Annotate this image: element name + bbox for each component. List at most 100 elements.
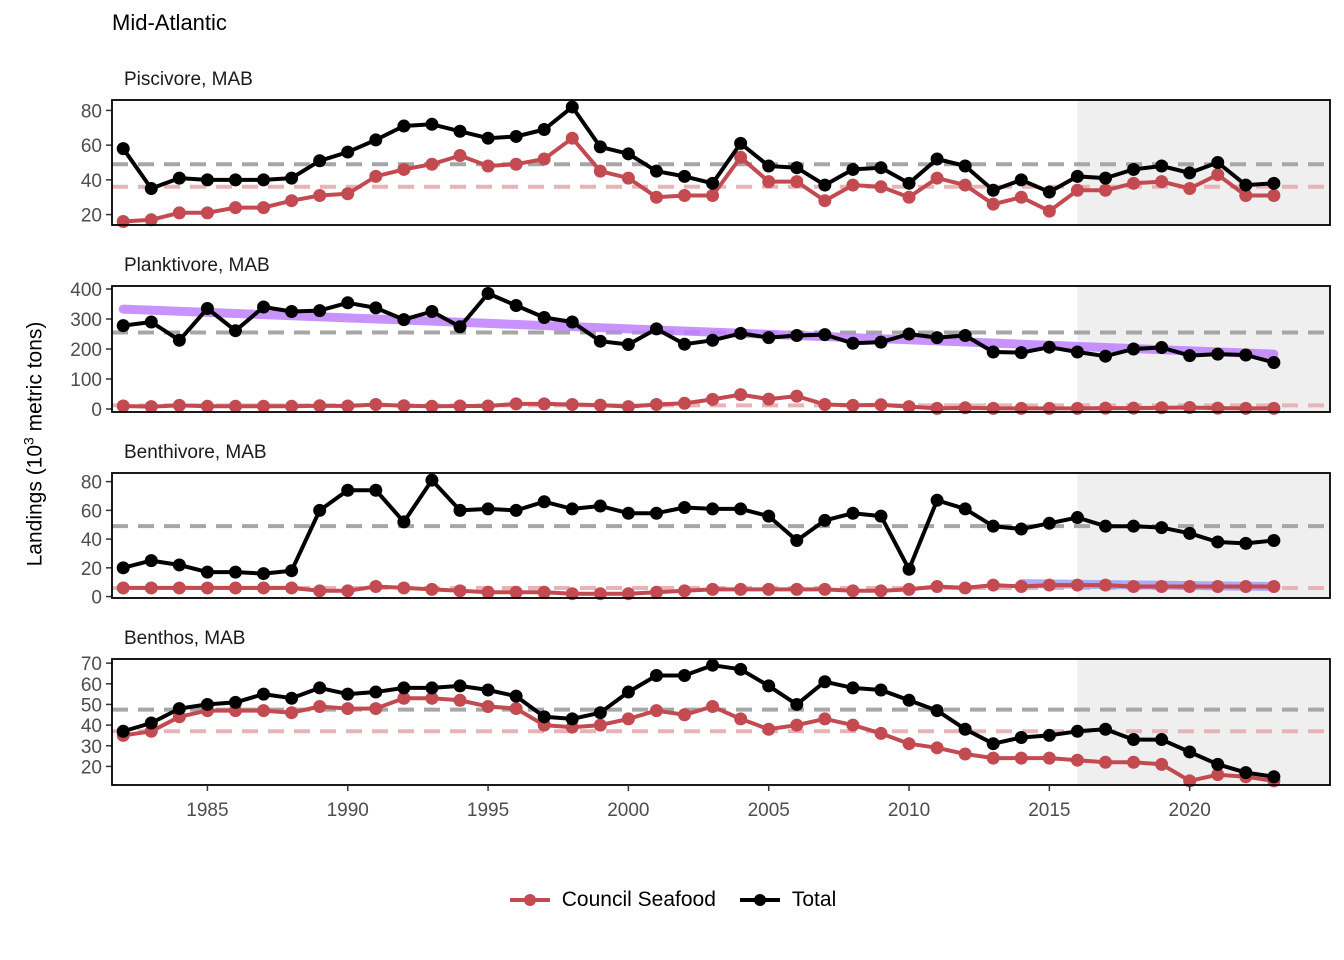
panel-1-total-point-1998 bbox=[565, 100, 579, 114]
panel-2-council-point-2010 bbox=[902, 400, 916, 414]
panel-4-total-point-2008 bbox=[846, 681, 860, 695]
panel-1-total-point-1985 bbox=[200, 173, 214, 187]
panel-3-total-point-2014 bbox=[1014, 522, 1028, 536]
panel-4-council-point-2000 bbox=[621, 712, 635, 726]
panel-1-council-point-2000 bbox=[621, 171, 635, 185]
panel-4-council-point-1989 bbox=[313, 700, 327, 714]
panel-1-council-point-2006 bbox=[790, 175, 804, 189]
panel-1-total-point-2018 bbox=[1127, 162, 1141, 176]
panel-1-council-point-2013 bbox=[986, 197, 1000, 211]
panel-3-council-point-2014 bbox=[1014, 580, 1028, 594]
panel-3-total-point-1995 bbox=[481, 502, 495, 516]
panel-2-frame bbox=[111, 285, 1331, 413]
panel-1-title: Piscivore, MAB bbox=[124, 69, 253, 90]
legend-label-council: Council Seafood bbox=[561, 888, 716, 911]
panel-4-total-point-1997 bbox=[537, 710, 551, 724]
panel-1-council-point-1984 bbox=[172, 206, 186, 220]
panel-3-council-point-2000 bbox=[621, 587, 635, 601]
panel-1-total-point-1995 bbox=[481, 131, 495, 145]
panel-2-council-point-1997 bbox=[537, 397, 551, 411]
panel-3-council-point-2009 bbox=[874, 584, 888, 598]
panel-4-total-point-2016 bbox=[1070, 724, 1084, 738]
panel-4-total-point-1987 bbox=[257, 687, 271, 701]
panel-2-total-point-1998 bbox=[565, 315, 579, 329]
panel-1-council-point-2001 bbox=[649, 190, 663, 204]
panel-2-total-point-1997 bbox=[537, 311, 551, 324]
panel-3-total-point-2022 bbox=[1239, 536, 1253, 550]
panel-4-council-point-2004 bbox=[734, 712, 748, 726]
panel-3-total-point-1999 bbox=[593, 499, 607, 513]
panel-1-council-point-1999 bbox=[593, 164, 607, 178]
panel-4-council-point-2006 bbox=[790, 718, 804, 732]
panel-3-council-point-2007 bbox=[818, 582, 832, 596]
panel-1-council-point-2014 bbox=[1014, 190, 1028, 204]
panel-2-council-point-2013 bbox=[986, 401, 1000, 415]
panel-2-total-point-1983 bbox=[144, 315, 158, 329]
panel-2-total-point-2018 bbox=[1127, 342, 1141, 356]
panel-3-total-point-2005 bbox=[762, 509, 776, 523]
panel-3-total-point-2007 bbox=[818, 513, 832, 527]
figure-title: Mid-Atlantic bbox=[112, 10, 227, 35]
panel-1-total-point-1982 bbox=[116, 142, 130, 156]
panel-2-council-point-2008 bbox=[846, 398, 860, 412]
panel-4-total-point-1990 bbox=[341, 687, 355, 701]
panel-3-total-point-2004 bbox=[734, 502, 748, 516]
panel-1-total-point-2003 bbox=[706, 176, 720, 190]
panel-4-y-tick-label: 70 bbox=[81, 654, 102, 675]
panel-4-y-tick-label: 30 bbox=[81, 737, 102, 758]
panel-1-council-point-2015 bbox=[1042, 204, 1056, 218]
panel-2-total-point-2002 bbox=[678, 337, 692, 351]
panel-4-total-point-1998 bbox=[565, 712, 579, 726]
panel-3-total-point-2019 bbox=[1155, 521, 1169, 535]
panel-2-total-point-2001 bbox=[649, 322, 663, 336]
panel-3-council-point-2023 bbox=[1267, 580, 1281, 594]
panel-3-total-point-1983 bbox=[144, 554, 158, 568]
panel-4-council-point-2009 bbox=[874, 726, 888, 740]
panel-1-council-point-2022 bbox=[1239, 188, 1253, 202]
panel-2-y-tick-label: 200 bbox=[70, 340, 102, 361]
panel-2-council-point-2003 bbox=[706, 392, 720, 406]
panel-4-council-point-1990 bbox=[341, 702, 355, 716]
panel-3-total-point-2020 bbox=[1183, 526, 1197, 540]
panel-4-council-point-2002 bbox=[678, 708, 692, 722]
panel-4-council-point-2011 bbox=[930, 741, 944, 755]
panel-1-total-point-2016 bbox=[1070, 169, 1084, 183]
panel-3-council-point-2019 bbox=[1155, 580, 1169, 594]
panel-2-council-point-2020 bbox=[1183, 401, 1197, 414]
panel-4-total-point-2009 bbox=[874, 683, 888, 697]
panel-2-total-point-2023 bbox=[1267, 356, 1281, 369]
panel-2-y-tick-label: 100 bbox=[70, 370, 102, 391]
panel-3-council-point-2011 bbox=[930, 580, 944, 594]
panel-4-total-point-1984 bbox=[172, 702, 186, 716]
panel-4-council-point-2018 bbox=[1127, 755, 1141, 769]
panel-3-y-tick-label: 80 bbox=[81, 473, 102, 494]
panel-2-total-point-2000 bbox=[621, 338, 635, 351]
panel-2-council-point-2019 bbox=[1155, 401, 1169, 415]
panel-3-council-point-2006 bbox=[790, 582, 804, 596]
panel-1-total-point-2001 bbox=[649, 164, 663, 178]
panel-2-council-point-1991 bbox=[369, 398, 383, 411]
panel-2-total-point-1996 bbox=[509, 299, 523, 312]
panel-2-council-point-1989 bbox=[313, 399, 327, 413]
panel-1-total-point-2014 bbox=[1014, 173, 1028, 187]
panel-3-total-point-2013 bbox=[986, 519, 1000, 533]
panel-1-y-tick-label: 80 bbox=[81, 101, 102, 122]
panel-3-council-point-1997 bbox=[537, 585, 551, 599]
panel-3-y-tick-label: 40 bbox=[81, 530, 102, 551]
x-tick-label: 2010 bbox=[888, 800, 930, 821]
panel-3-council-point-2022 bbox=[1239, 580, 1253, 594]
panel-1-total-point-2023 bbox=[1267, 176, 1281, 190]
panel-3-total-point-2017 bbox=[1098, 519, 1112, 533]
panel-1-total-point-1991 bbox=[369, 133, 383, 147]
panel-1-council-point-2008 bbox=[846, 178, 860, 192]
panel-1-council-point-1989 bbox=[313, 188, 327, 202]
panel-4-council-point-2016 bbox=[1070, 753, 1084, 767]
panel-4-total-point-1994 bbox=[453, 679, 467, 693]
panel-2-council-point-2011 bbox=[930, 401, 944, 415]
panel-2-council-point-2023 bbox=[1267, 401, 1281, 415]
x-tick-label: 2020 bbox=[1169, 800, 1211, 821]
panel-4-y-tick-label: 50 bbox=[81, 695, 102, 716]
panel-2-council-point-1984 bbox=[172, 398, 186, 412]
panel-2-council-point-1983 bbox=[144, 400, 158, 414]
